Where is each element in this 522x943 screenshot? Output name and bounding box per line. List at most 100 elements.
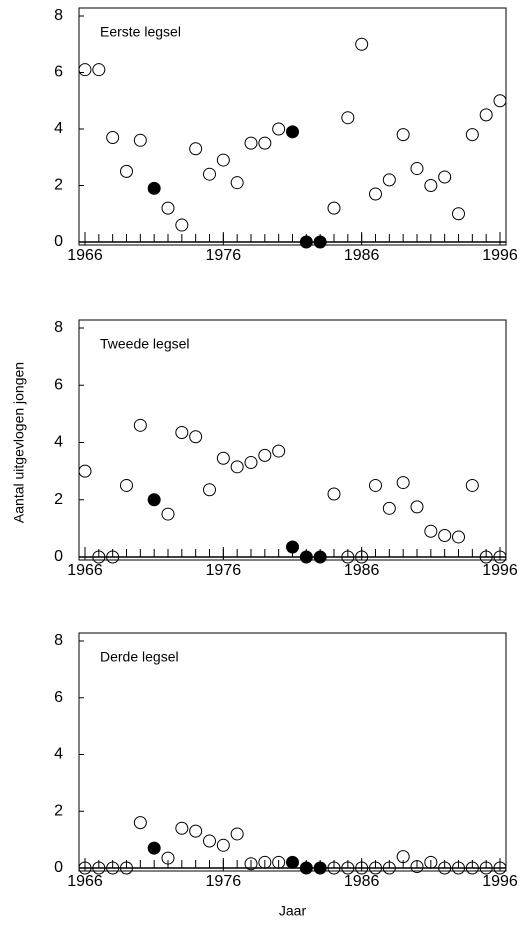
data-point bbox=[78, 63, 92, 77]
data-point bbox=[230, 460, 244, 474]
data-point bbox=[410, 500, 424, 514]
data-point bbox=[341, 550, 355, 564]
data-point bbox=[465, 478, 479, 492]
y-tick-label: 0 bbox=[54, 548, 63, 565]
data-point bbox=[78, 861, 92, 875]
data-point bbox=[175, 425, 189, 439]
data-point bbox=[106, 550, 120, 564]
data-point bbox=[92, 63, 106, 77]
data-point bbox=[203, 483, 216, 497]
y-tick-label: 0 bbox=[54, 233, 63, 250]
data-point bbox=[396, 128, 410, 142]
data-point bbox=[92, 550, 106, 564]
data-point bbox=[133, 133, 147, 147]
data-point bbox=[230, 827, 244, 841]
data-point bbox=[272, 855, 286, 869]
data-point bbox=[286, 855, 299, 869]
data-point bbox=[341, 111, 355, 125]
data-point bbox=[493, 550, 507, 564]
data-point bbox=[396, 476, 410, 490]
x-axis-label: Jaar bbox=[279, 903, 307, 919]
data-point bbox=[313, 861, 327, 875]
data-point bbox=[120, 164, 133, 178]
data-point bbox=[438, 861, 452, 875]
data-point bbox=[452, 530, 465, 544]
data-point bbox=[452, 207, 465, 221]
data-point bbox=[203, 834, 216, 848]
data-point bbox=[175, 821, 189, 835]
data-point bbox=[106, 130, 120, 144]
data-point bbox=[133, 816, 147, 830]
data-point bbox=[465, 128, 479, 142]
y-axis-label: Aantal uitgevlogen jongen bbox=[11, 362, 27, 523]
data-point bbox=[272, 122, 286, 136]
y-tick-label: 8 bbox=[54, 319, 63, 336]
data-point bbox=[341, 861, 355, 875]
data-point bbox=[438, 170, 452, 184]
plot-frame bbox=[78, 319, 507, 561]
data-point bbox=[479, 550, 493, 564]
y-tick-label: 6 bbox=[54, 64, 63, 81]
x-tick-label: 1996 bbox=[482, 247, 518, 264]
data-point bbox=[286, 540, 299, 554]
data-point bbox=[452, 861, 465, 875]
data-point bbox=[299, 861, 313, 875]
data-point bbox=[216, 838, 230, 852]
data-point bbox=[189, 824, 203, 838]
data-point bbox=[438, 529, 452, 543]
data-point bbox=[120, 478, 133, 492]
data-point bbox=[479, 108, 493, 122]
data-point bbox=[424, 524, 438, 538]
data-point bbox=[258, 136, 272, 150]
x-tick-label: 1986 bbox=[344, 562, 380, 579]
data-point bbox=[78, 464, 92, 478]
data-point bbox=[313, 550, 327, 564]
data-point bbox=[479, 861, 493, 875]
y-tick-label: 6 bbox=[54, 689, 63, 706]
data-point bbox=[216, 153, 230, 167]
data-point bbox=[396, 850, 410, 864]
data-point bbox=[230, 176, 244, 190]
x-tick-label: 1966 bbox=[67, 562, 103, 579]
panel-title: Tweede legsel bbox=[100, 336, 190, 352]
data-point bbox=[258, 448, 272, 462]
x-tick-label: 1986 bbox=[344, 873, 380, 890]
data-point bbox=[493, 861, 507, 875]
data-point bbox=[203, 167, 216, 181]
data-point bbox=[189, 142, 203, 156]
data-point bbox=[410, 162, 424, 176]
panel-title: Eerste legsel bbox=[100, 24, 181, 40]
y-tick-label: 6 bbox=[54, 376, 63, 393]
y-tick-label: 4 bbox=[54, 434, 63, 451]
plot-frame bbox=[78, 7, 507, 246]
y-tick-label: 8 bbox=[54, 632, 63, 649]
x-tick-label: 1976 bbox=[206, 562, 242, 579]
data-point bbox=[120, 861, 133, 875]
data-point bbox=[410, 860, 424, 874]
data-point bbox=[369, 187, 382, 201]
data-point bbox=[327, 861, 341, 875]
data-point bbox=[299, 550, 313, 564]
data-point bbox=[92, 861, 106, 875]
y-tick-label: 0 bbox=[54, 859, 63, 876]
plot-frame bbox=[78, 632, 507, 872]
data-point bbox=[465, 861, 479, 875]
data-point bbox=[355, 861, 369, 875]
x-tick-label: 1976 bbox=[206, 873, 242, 890]
x-tick-label: 1966 bbox=[67, 873, 103, 890]
x-tick-label: 1986 bbox=[344, 247, 380, 264]
y-tick-label: 8 bbox=[54, 7, 63, 24]
data-point bbox=[382, 173, 396, 187]
panel-title: Derde legsel bbox=[100, 649, 179, 665]
y-tick-label: 2 bbox=[54, 177, 63, 194]
data-point bbox=[161, 201, 175, 215]
data-point bbox=[355, 37, 369, 51]
data-point bbox=[355, 550, 369, 564]
data-point bbox=[216, 451, 230, 465]
data-point bbox=[133, 418, 147, 432]
data-point bbox=[327, 487, 341, 501]
y-tick-label: 4 bbox=[54, 120, 63, 137]
data-point bbox=[286, 125, 299, 139]
x-tick-label: 1966 bbox=[67, 247, 103, 264]
